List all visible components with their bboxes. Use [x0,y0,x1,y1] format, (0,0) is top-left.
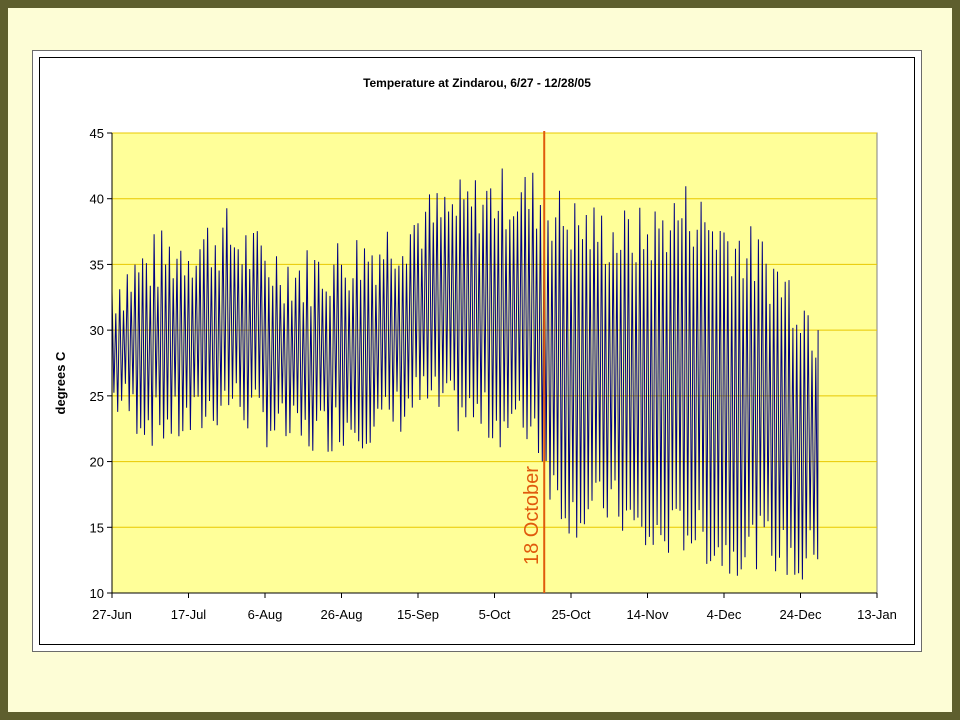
x-tick-label: 24-Dec [780,607,822,622]
y-tick-label: 20 [90,455,104,470]
y-tick-label: 45 [90,126,104,141]
temperature-series-line [111,168,819,580]
x-tick-label: 4-Dec [707,607,742,622]
y-tick-label: 10 [90,586,104,601]
chart-title: Temperature at Zindarou, 6/27 - 12/28/05 [363,76,591,90]
x-tick-label: 27-Jun [92,607,132,622]
y-axis-label: degrees C [53,351,68,414]
annotation-label: 18 October [521,466,543,565]
plot-area [111,132,878,594]
x-tick-label: 25-Oct [551,607,590,622]
y-tick-label: 25 [90,389,104,404]
x-tick-label: 17-Jul [171,607,207,622]
chart-area: Temperature at Zindarou, 6/27 - 12/28/05… [32,50,922,652]
y-tick-label: 30 [90,323,104,338]
y-tick-label: 15 [90,520,104,535]
x-tick-label: 26-Aug [321,607,363,622]
x-tick-label: 6-Aug [248,607,283,622]
x-tick-label: 14-Nov [627,607,669,622]
chart-frame: Temperature at Zindarou, 6/27 - 12/28/05… [39,57,915,645]
y-tick-label: 40 [90,192,104,207]
x-tick-label: 13-Jan [857,607,897,622]
x-tick-label: 15-Sep [397,607,439,622]
y-tick-label: 35 [90,257,104,272]
temperature-chart: Temperature at Zindarou, 6/27 - 12/28/05… [53,76,897,622]
x-tick-label: 5-Oct [479,607,511,622]
slide-background: Temperature at Zindarou, 6/27 - 12/28/05… [8,8,952,712]
